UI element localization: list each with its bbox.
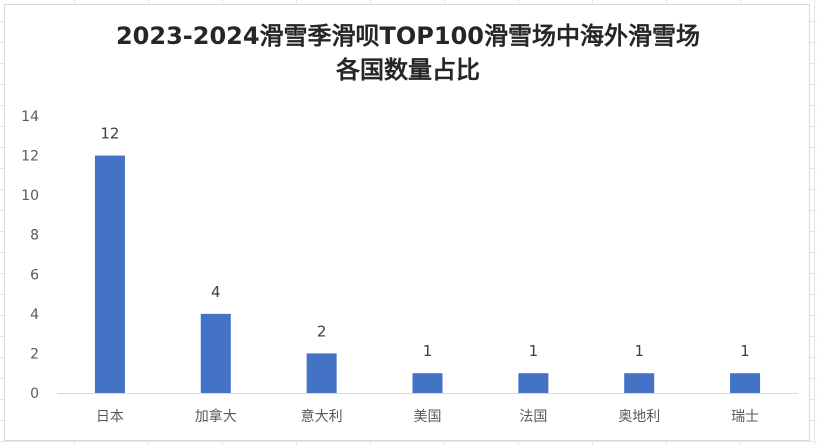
data-label: 12 [100, 125, 119, 143]
x-category-label: 日本 [96, 409, 124, 425]
data-label: 4 [211, 283, 221, 301]
data-label: 1 [634, 342, 644, 360]
x-category-label: 奥地利 [618, 408, 660, 425]
y-tick-label: 6 [30, 267, 39, 283]
bar-7 [730, 373, 761, 393]
x-category-label: 加拿大 [195, 408, 237, 425]
chart-title-line-2: 各国数量占比 [336, 56, 480, 84]
chart-title-line-1: 2023-2024滑雪季滑呗TOP100滑雪场中海外滑雪场 [115, 22, 700, 50]
bar-4 [412, 373, 443, 393]
x-category-label: 美国 [414, 409, 442, 425]
y-tick-label: 4 [30, 307, 39, 323]
data-label: 1 [423, 342, 433, 360]
data-label: 1 [529, 342, 539, 360]
y-tick-label: 12 [21, 149, 39, 165]
x-category-label: 意大利 [301, 408, 343, 425]
bar-2 [200, 313, 231, 393]
y-tick-label: 8 [30, 228, 39, 244]
chart-area[interactable]: 2023-2024滑雪季滑呗TOP100滑雪场中海外滑雪场 各国数量占比 0 2 4… [4, 4, 810, 441]
bar-6 [624, 373, 655, 393]
x-category-label: 瑞士 [731, 409, 759, 425]
bar-3 [306, 353, 337, 393]
data-label: 2 [317, 322, 327, 340]
bar-chart-plot: 0 2 4 6 8 10 12 14 12 日本 4 加拿大 2 意大利 1 美国 1 法国 1 奥地利 1 瑞士 [21, 109, 798, 425]
bar-1 [94, 155, 125, 393]
chart-title: 2023-2024滑雪季滑呗TOP100滑雪场中海外滑雪场 各国数量占比 [5, 19, 811, 87]
y-tick-label: 2 [30, 346, 39, 362]
y-tick-label: 14 [21, 109, 39, 125]
data-label: 1 [740, 342, 750, 360]
y-tick-label: 0 [30, 386, 39, 402]
bar-5 [518, 373, 549, 393]
y-tick-label: 10 [21, 188, 39, 204]
x-category-label: 法国 [519, 409, 547, 425]
